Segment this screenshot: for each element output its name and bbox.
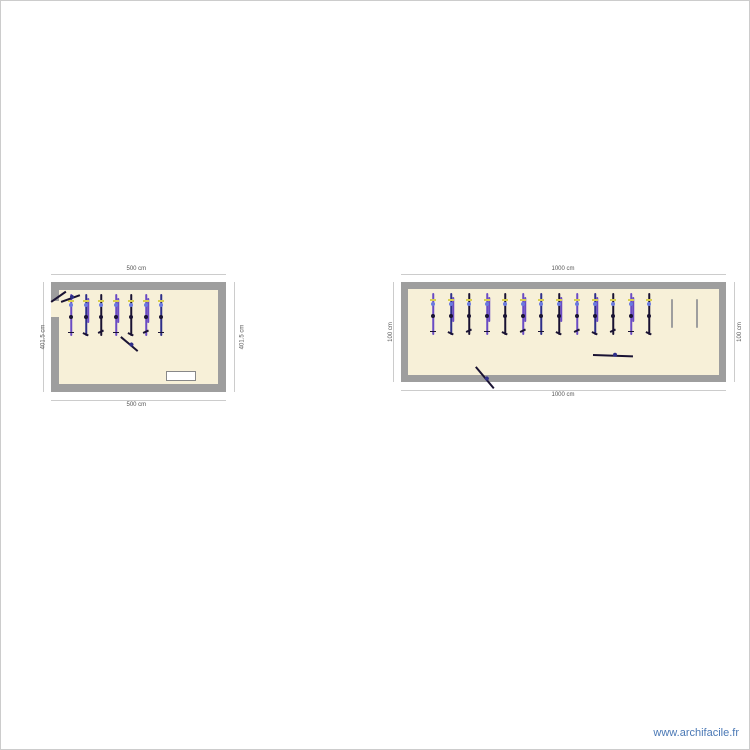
fixture [626,293,636,335]
fixture [644,293,654,335]
fixture [446,293,456,335]
fixture [126,294,136,336]
dimension-label: 401.5 cm [239,325,245,350]
furniture-rect [166,371,196,381]
fixture [482,293,492,335]
dimension-line [51,274,226,275]
dimension-line [401,390,726,391]
fixture [608,293,618,335]
door-opening [51,301,59,317]
dimension-label: 1000 cm [552,392,575,398]
dimension-label: 1000 cm [552,266,575,272]
fixture [464,293,474,335]
dimension-label: 500 cm [127,402,147,408]
dimension-line [401,274,726,275]
fixture [428,293,438,335]
dimension-label: 401.5 cm [40,325,46,350]
dimension-line [51,400,226,401]
fixture [590,293,600,335]
fixture [554,293,564,335]
fixture [572,293,582,335]
fixture [518,293,528,335]
floorplan-canvas: www.archifacile.fr 500 cm 500 cm 401.5 cm 4… [0,0,750,750]
simple-bar [696,299,698,328]
watermark: www.archifacile.fr [653,727,739,739]
fixture [156,294,166,336]
fixture [81,294,91,336]
dimension-label: 100 cm [737,322,743,342]
fixture [111,294,121,336]
fixture [536,293,546,335]
dimension-label: 500 cm [127,266,147,272]
watermark-text: www.archifacile.fr [653,727,739,739]
dimension-line [734,282,735,382]
fixture [96,294,106,336]
dimension-line [234,282,235,392]
fixture [141,294,151,336]
dimension-label: 100 cm [388,322,394,342]
simple-bar [671,299,673,328]
fixture [500,293,510,335]
fixture [66,294,76,336]
